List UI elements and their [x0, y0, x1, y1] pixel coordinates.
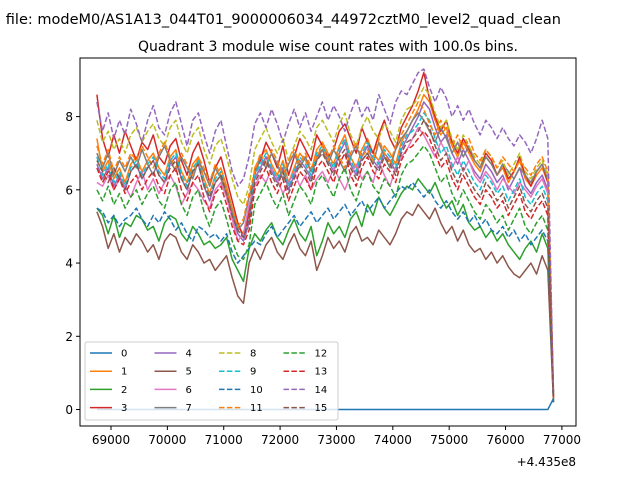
- x-tick-label: 73000: [317, 433, 355, 447]
- figure-suptitle: n file: modeM0/AS1A13_044T01_9000006034_…: [0, 12, 561, 28]
- y-tick-label: 0: [65, 403, 73, 417]
- x-tick-label: 74000: [374, 433, 412, 447]
- legend-label-8: 8: [250, 349, 256, 360]
- series-line-11: [96, 101, 555, 399]
- x-tick-label: 72000: [261, 433, 299, 447]
- legend-label-6: 6: [186, 385, 192, 396]
- axes-frame: [79, 57, 577, 427]
- legend-label-5: 5: [186, 367, 192, 378]
- x-tick-label: 69000: [92, 433, 130, 447]
- legend-label-11: 11: [250, 403, 263, 414]
- legend-label-7: 7: [186, 403, 192, 414]
- legend-label-12: 12: [315, 349, 328, 360]
- x-tick-label: 71000: [205, 433, 243, 447]
- x-tick-label: 76000: [486, 433, 524, 447]
- legend-box: [84, 341, 339, 421]
- series-line-7: [96, 112, 555, 399]
- legend-label-13: 13: [315, 367, 328, 378]
- series-line-15: [96, 119, 555, 399]
- series-line-8: [96, 86, 555, 395]
- series-line-2: [96, 178, 555, 403]
- legend-label-14: 14: [315, 385, 328, 396]
- x-tick-label: 70000: [148, 433, 186, 447]
- series-line-1: [96, 93, 555, 395]
- x-tick-label: 77000: [543, 433, 581, 447]
- legend-label-9: 9: [250, 367, 256, 378]
- series-line-9: [96, 112, 555, 395]
- x-tick-label: 75000: [430, 433, 468, 447]
- y-axis: 0 2 4 6 8: [65, 110, 80, 417]
- series-line-14: [96, 68, 555, 395]
- chart-title: Quadrant 3 module wise count rates with …: [138, 39, 518, 55]
- y-tick-label: 6: [65, 183, 73, 197]
- y-tick-label: 2: [65, 330, 73, 344]
- y-tick-label: 8: [65, 110, 73, 124]
- x-offset-label: +4.435e8: [517, 455, 576, 469]
- legend-label-4: 4: [186, 349, 192, 360]
- series-layer: [96, 68, 555, 411]
- series-line-13: [96, 130, 555, 399]
- series-line-6: [96, 126, 555, 399]
- legend-label-1: 1: [121, 367, 127, 378]
- series-line-12: [96, 145, 555, 399]
- x-axis: 69000 70000 71000 72000 73000 74000 75000 76000…: [92, 426, 581, 447]
- legend-label-2: 2: [121, 385, 127, 396]
- series-line-5: [96, 203, 555, 403]
- legend-label-15: 15: [315, 403, 328, 414]
- legend-label-10: 10: [250, 385, 263, 396]
- legend-label-3: 3: [121, 403, 127, 414]
- series-line-10: [96, 181, 555, 403]
- legend-label-0: 0: [121, 349, 127, 360]
- y-tick-label: 4: [65, 257, 73, 271]
